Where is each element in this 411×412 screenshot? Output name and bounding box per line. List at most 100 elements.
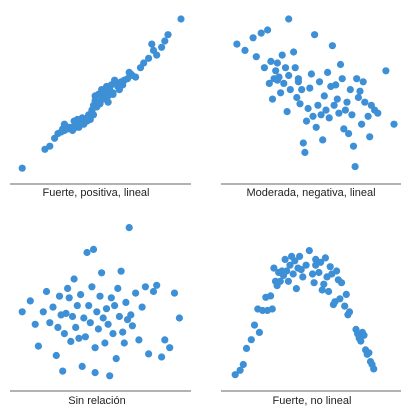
data-point <box>127 311 135 319</box>
data-point <box>91 344 99 352</box>
data-point <box>328 42 336 50</box>
data-point <box>306 84 314 92</box>
data-point <box>264 26 272 34</box>
data-point <box>60 330 68 338</box>
data-point <box>365 349 373 357</box>
data-point <box>311 31 319 39</box>
data-point <box>231 371 239 379</box>
panel-caption: Fuerte, no lineal <box>273 395 352 407</box>
data-point <box>366 133 374 141</box>
data-point <box>294 78 302 86</box>
data-point <box>333 267 341 275</box>
data-point <box>358 120 366 128</box>
data-point <box>345 130 353 138</box>
data-point <box>177 15 185 23</box>
data-point <box>325 114 333 122</box>
data-point <box>336 60 345 69</box>
data-point <box>315 78 324 86</box>
data-point <box>94 325 102 333</box>
data-point <box>390 120 398 128</box>
data-point <box>346 86 354 94</box>
data-point <box>341 106 349 114</box>
data-point <box>132 73 140 81</box>
data-point <box>267 292 275 300</box>
data-point <box>343 98 351 106</box>
data-point <box>312 255 320 263</box>
data-point <box>39 308 47 316</box>
data-point <box>304 104 312 113</box>
data-point <box>117 78 125 86</box>
data-point <box>125 68 133 76</box>
data-point <box>161 336 169 344</box>
data-point <box>299 139 307 147</box>
data-point <box>49 303 57 311</box>
data-point <box>26 297 34 305</box>
data-point <box>46 142 54 150</box>
data-point <box>296 252 304 260</box>
data-point <box>241 46 249 55</box>
data-point <box>325 287 333 296</box>
data-point <box>291 64 299 72</box>
panel-caption: Sin relación <box>68 395 125 407</box>
data-point <box>242 344 251 352</box>
data-point <box>356 87 364 95</box>
data-point <box>283 267 291 275</box>
data-point <box>333 95 341 103</box>
data-point <box>291 257 299 265</box>
data-point <box>270 264 278 272</box>
data-point <box>83 248 91 257</box>
data-point <box>308 270 317 278</box>
data-point <box>335 109 343 117</box>
data-point <box>268 95 277 103</box>
data-point <box>336 295 344 303</box>
data-point <box>250 321 259 329</box>
panel-no-relation: Sin relación <box>10 224 191 407</box>
data-point <box>158 43 166 51</box>
data-point <box>145 350 153 358</box>
data-point <box>255 328 263 336</box>
data-point <box>239 360 247 369</box>
data-point <box>73 115 81 124</box>
data-point <box>233 40 241 48</box>
data-point <box>65 294 73 302</box>
data-point <box>164 31 172 39</box>
data-point <box>273 76 281 84</box>
data-point <box>364 112 372 120</box>
data-point <box>290 48 298 56</box>
data-point <box>158 353 166 361</box>
data-point <box>330 101 338 109</box>
data-point <box>140 59 148 67</box>
data-point <box>321 254 329 262</box>
data-point <box>370 365 378 373</box>
data-point <box>52 351 60 360</box>
data-point <box>166 344 174 352</box>
panel-caption: Moderada, negativa, lineal <box>246 187 375 199</box>
data-point <box>360 331 368 339</box>
data-point <box>236 366 244 374</box>
data-point <box>297 266 305 274</box>
data-point <box>324 68 332 76</box>
data-point <box>77 291 85 299</box>
data-point <box>348 111 356 119</box>
data-point <box>302 117 311 125</box>
data-point <box>91 92 99 100</box>
data-point <box>64 284 72 292</box>
data-point <box>122 298 130 306</box>
data-point <box>318 286 326 294</box>
data-point <box>284 277 292 285</box>
data-point <box>128 322 136 330</box>
data-point <box>148 40 156 48</box>
data-point <box>102 305 111 313</box>
data-point <box>273 59 281 67</box>
panel-caption: Fuerte, positiva, lineal <box>43 187 150 199</box>
data-point <box>320 92 328 100</box>
data-point <box>111 302 119 310</box>
data-point <box>68 126 77 135</box>
data-point <box>89 245 98 253</box>
data-point <box>341 302 349 310</box>
data-point <box>119 328 127 336</box>
data-point <box>112 355 120 363</box>
data-point <box>161 37 169 45</box>
